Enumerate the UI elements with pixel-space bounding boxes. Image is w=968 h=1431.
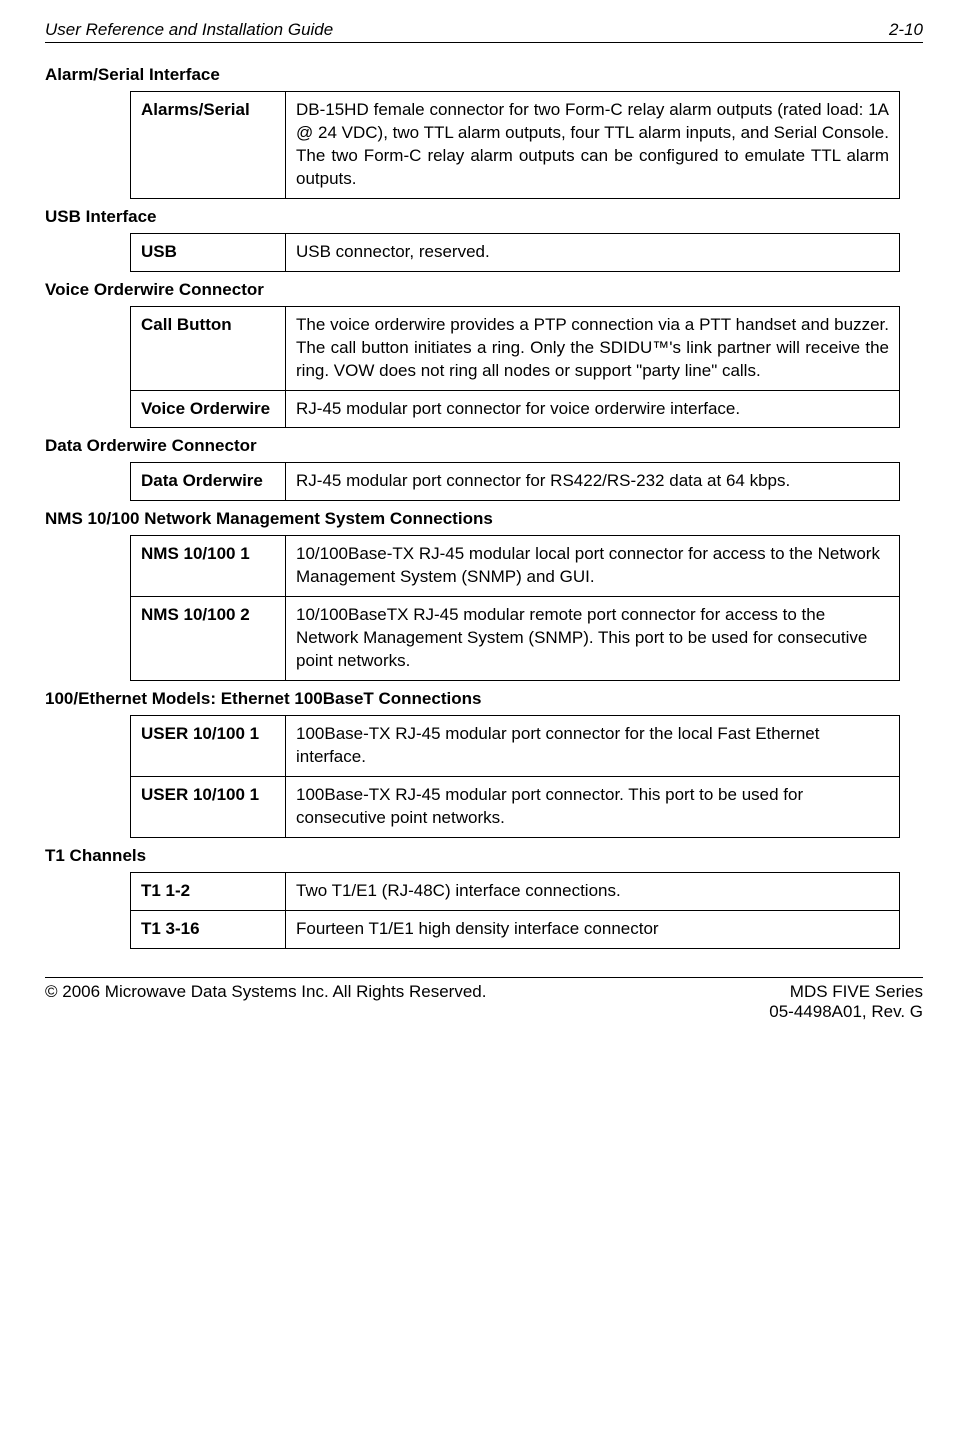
doc-title: User Reference and Installation Guide [45, 20, 333, 40]
section-heading: 100/Ethernet Models: Ethernet 100BaseT C… [45, 689, 923, 709]
table-row: T1 1-2Two T1/E1 (RJ-48C) interface conne… [131, 872, 900, 910]
table-row: NMS 10/100 110/100Base-TX RJ-45 modular … [131, 536, 900, 597]
spec-table: Data OrderwireRJ-45 modular port connect… [130, 462, 900, 501]
section-heading: T1 Channels [45, 846, 923, 866]
page-footer: © 2006 Microwave Data Systems Inc. All R… [45, 977, 923, 1022]
row-description: Fourteen T1/E1 high density interface co… [286, 910, 900, 948]
table-row: T1 3-16Fourteen T1/E1 high density inter… [131, 910, 900, 948]
row-description: RJ-45 modular port connector for RS422/R… [286, 463, 900, 501]
row-label: T1 1-2 [131, 872, 286, 910]
row-description: 100Base-TX RJ-45 modular port connector … [286, 716, 900, 777]
row-label: USER 10/100 1 [131, 776, 286, 837]
spec-table: NMS 10/100 110/100Base-TX RJ-45 modular … [130, 535, 900, 681]
table-row: NMS 10/100 210/100BaseTX RJ-45 modular r… [131, 597, 900, 681]
row-label: Call Button [131, 306, 286, 390]
row-label: USER 10/100 1 [131, 716, 286, 777]
spec-table: USER 10/100 1100Base-TX RJ-45 modular po… [130, 715, 900, 838]
section-heading: USB Interface [45, 207, 923, 227]
revision: 05-4498A01, Rev. G [769, 1002, 923, 1022]
row-label: T1 3-16 [131, 910, 286, 948]
row-description: The voice orderwire provides a PTP conne… [286, 306, 900, 390]
row-description: RJ-45 modular port connector for voice o… [286, 390, 900, 428]
table-row: USER 10/100 1100Base-TX RJ-45 modular po… [131, 716, 900, 777]
row-label: Data Orderwire [131, 463, 286, 501]
page-number: 2-10 [889, 20, 923, 40]
section-heading: Data Orderwire Connector [45, 436, 923, 456]
row-label: NMS 10/100 1 [131, 536, 286, 597]
row-label: Voice Orderwire [131, 390, 286, 428]
table-row: USER 10/100 1100Base-TX RJ-45 modular po… [131, 776, 900, 837]
spec-table: Call ButtonThe voice orderwire provides … [130, 306, 900, 429]
table-row: Voice OrderwireRJ-45 modular port connec… [131, 390, 900, 428]
row-description: USB connector, reserved. [286, 233, 900, 271]
table-row: Alarms/SerialDB-15HD female connector fo… [131, 92, 900, 199]
row-description: DB-15HD female connector for two Form-C … [286, 92, 900, 199]
table-row: Call ButtonThe voice orderwire provides … [131, 306, 900, 390]
row-description: 10/100Base-TX RJ-45 modular local port c… [286, 536, 900, 597]
row-label: NMS 10/100 2 [131, 597, 286, 681]
table-row: USBUSB connector, reserved. [131, 233, 900, 271]
series: MDS FIVE Series [790, 982, 923, 1002]
section-heading: NMS 10/100 Network Management System Con… [45, 509, 923, 529]
row-description: 100Base-TX RJ-45 modular port connector.… [286, 776, 900, 837]
spec-table: USBUSB connector, reserved. [130, 233, 900, 272]
row-label: Alarms/Serial [131, 92, 286, 199]
section-heading: Voice Orderwire Connector [45, 280, 923, 300]
row-description: 10/100BaseTX RJ-45 modular remote port c… [286, 597, 900, 681]
spec-table: T1 1-2Two T1/E1 (RJ-48C) interface conne… [130, 872, 900, 949]
row-label: USB [131, 233, 286, 271]
row-description: Two T1/E1 (RJ-48C) interface connections… [286, 872, 900, 910]
copyright: © 2006 Microwave Data Systems Inc. All R… [45, 982, 486, 1002]
table-row: Data OrderwireRJ-45 modular port connect… [131, 463, 900, 501]
page-header: User Reference and Installation Guide 2-… [45, 20, 923, 43]
section-heading: Alarm/Serial Interface [45, 65, 923, 85]
spec-table: Alarms/SerialDB-15HD female connector fo… [130, 91, 900, 199]
